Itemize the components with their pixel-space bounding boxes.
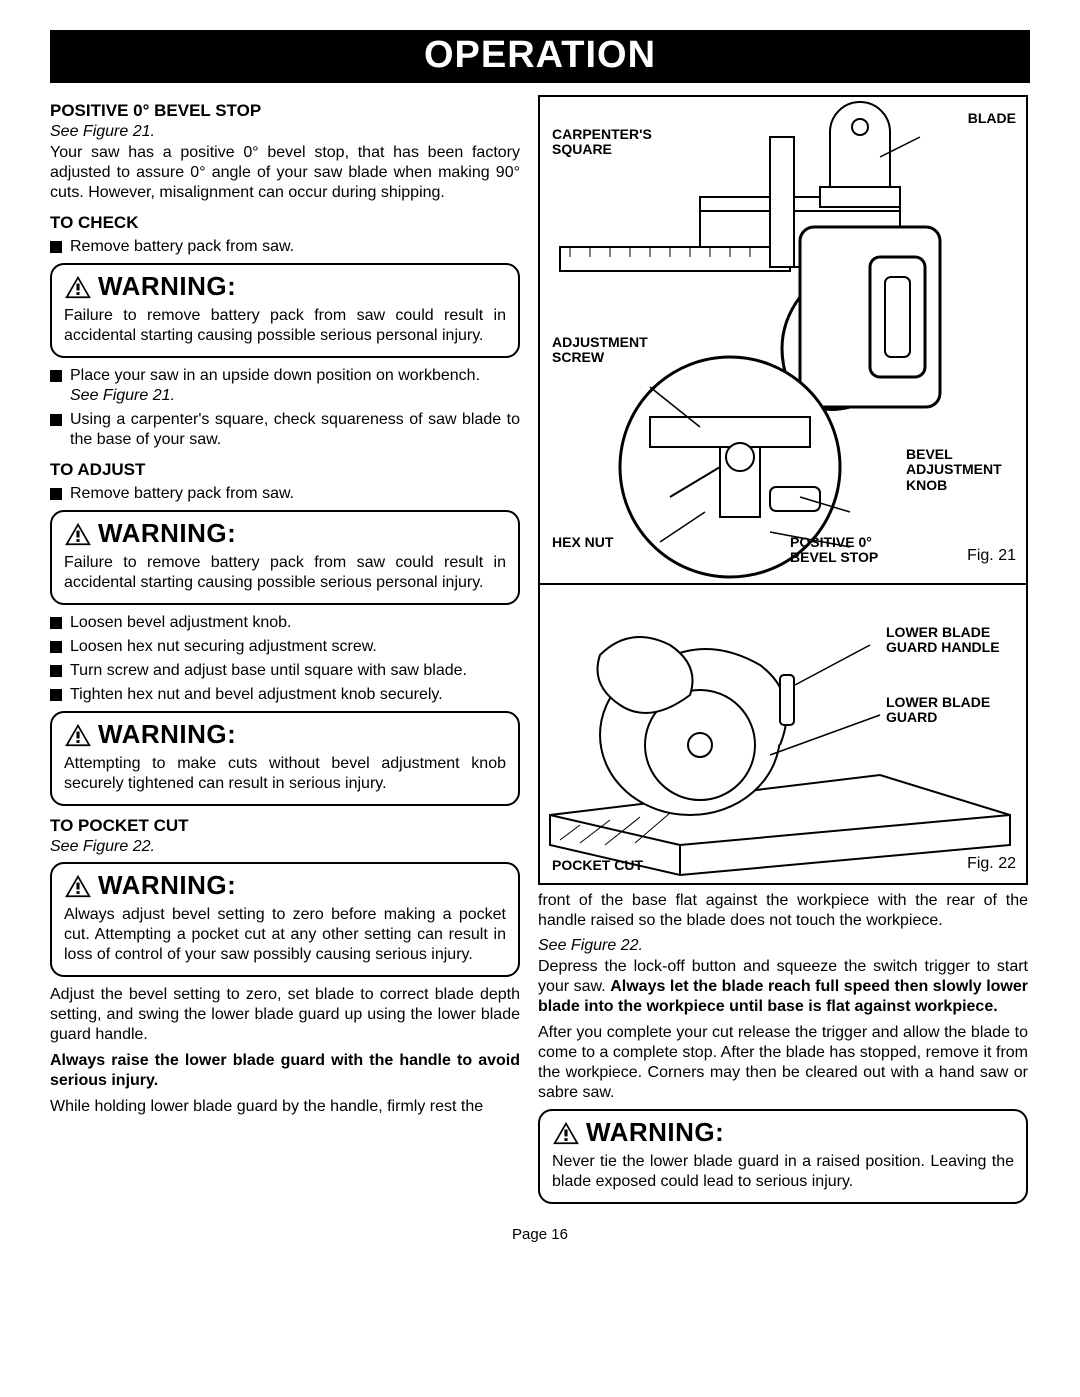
warning-body: Attempting to make cuts without bevel ad… bbox=[64, 754, 506, 794]
see-fig-21: See Figure 21. bbox=[50, 123, 520, 141]
label-pocket-cut: POCKET CUT bbox=[552, 858, 643, 873]
heading-to-adjust: TO ADJUST bbox=[50, 460, 520, 480]
bullet-square-icon bbox=[50, 689, 62, 701]
label-carpenters-square: CARPENTER'S SQUARE bbox=[552, 127, 662, 158]
para: Depress the lock-off button and squeeze … bbox=[538, 957, 1028, 1017]
figure-21: CARPENTER'S SQUARE BLADE ADJUSTMENT SCRE… bbox=[538, 95, 1028, 585]
warning-body: Never tie the lower blade guard in a rai… bbox=[552, 1152, 1014, 1192]
bullet-item: Using a carpenter's square, check square… bbox=[50, 410, 520, 450]
fig-21-caption: Fig. 21 bbox=[967, 547, 1016, 565]
para-bold: Always raise the lower blade guard with … bbox=[50, 1051, 520, 1091]
bullet-text: Loosen bevel adjustment knob. bbox=[70, 613, 520, 633]
warning-title: WARNING: bbox=[98, 518, 236, 549]
label-pos-stop: POSITIVE 0° BEVEL STOP bbox=[790, 535, 900, 566]
right-column: CARPENTER'S SQUARE BLADE ADJUSTMENT SCRE… bbox=[538, 95, 1028, 1212]
warning-icon bbox=[64, 874, 92, 898]
label-bevel-knob: BEVEL ADJUSTMENT KNOB bbox=[906, 447, 1016, 493]
bullet-item: Remove battery pack from saw. bbox=[50, 237, 520, 257]
fig-22-caption: Fig. 22 bbox=[967, 855, 1016, 873]
warning-body: Failure to remove battery pack from saw … bbox=[64, 553, 506, 593]
bullet-text: Loosen hex nut securing adjustment screw… bbox=[70, 637, 520, 657]
section-banner: OPERATION bbox=[50, 30, 1030, 83]
warning-box-4: WARNING: Always adjust bevel setting to … bbox=[50, 862, 520, 977]
bullet-item: Remove battery pack from saw. bbox=[50, 484, 520, 504]
bullet-text: Turn screw and adjust base until square … bbox=[70, 661, 520, 681]
warning-icon bbox=[64, 522, 92, 546]
warning-icon bbox=[64, 275, 92, 299]
bullet-item: Tighten hex nut and bevel adjustment kno… bbox=[50, 685, 520, 705]
bullet-item: Loosen hex nut securing adjustment screw… bbox=[50, 637, 520, 657]
bullet-item: Loosen bevel adjustment knob. bbox=[50, 613, 520, 633]
bullet-text: Using a carpenter's square, check square… bbox=[70, 410, 520, 450]
label-guard-handle: LOWER BLADE GUARD HANDLE bbox=[886, 625, 1016, 656]
page-number: Page 16 bbox=[50, 1226, 1030, 1243]
warning-box-5: WARNING: Never tie the lower blade guard… bbox=[538, 1109, 1028, 1204]
warning-title: WARNING: bbox=[98, 719, 236, 750]
bullet-text: Remove battery pack from saw. bbox=[70, 237, 520, 257]
warning-box-1: WARNING: Failure to remove battery pack … bbox=[50, 263, 520, 358]
bullet-text: Remove battery pack from saw. bbox=[70, 484, 520, 504]
bullet-square-icon bbox=[50, 641, 62, 653]
warning-icon bbox=[64, 723, 92, 747]
label-adj-screw: ADJUSTMENT SCREW bbox=[552, 335, 662, 366]
figure-22: LOWER BLADE GUARD HANDLE LOWER BLADE GUA… bbox=[538, 585, 1028, 885]
bullet-square-icon bbox=[50, 488, 62, 500]
bullet-square-icon bbox=[50, 414, 62, 426]
para: front of the base flat against the workp… bbox=[538, 891, 1028, 931]
bullet-square-icon bbox=[50, 241, 62, 253]
label-hex-nut: HEX NUT bbox=[552, 535, 613, 550]
bullet-square-icon bbox=[50, 665, 62, 677]
label-lower-guard: LOWER BLADE GUARD bbox=[886, 695, 1016, 726]
warning-icon bbox=[552, 1121, 580, 1145]
warning-title: WARNING: bbox=[98, 271, 236, 302]
para: While holding lower blade guard by the h… bbox=[50, 1097, 520, 1117]
warning-title: WARNING: bbox=[98, 870, 236, 901]
bullet-text: Tighten hex nut and bevel adjustment kno… bbox=[70, 685, 520, 705]
warning-box-3: WARNING: Attempting to make cuts without… bbox=[50, 711, 520, 806]
label-blade: BLADE bbox=[968, 111, 1016, 126]
warning-box-2: WARNING: Failure to remove battery pack … bbox=[50, 510, 520, 605]
bullet-item: Place your saw in an upside down positio… bbox=[50, 366, 520, 406]
heading-bevel-stop: POSITIVE 0° BEVEL STOP bbox=[50, 101, 520, 121]
para-intro: Your saw has a positive 0° bevel stop, t… bbox=[50, 143, 520, 203]
heading-to-check: TO CHECK bbox=[50, 213, 520, 233]
para: After you complete your cut release the … bbox=[538, 1023, 1028, 1103]
para: Adjust the bevel setting to zero, set bl… bbox=[50, 985, 520, 1045]
warning-title: WARNING: bbox=[586, 1117, 724, 1148]
warning-body: Always adjust bevel setting to zero befo… bbox=[64, 905, 506, 965]
left-column: POSITIVE 0° BEVEL STOP See Figure 21. Yo… bbox=[50, 95, 520, 1212]
bullet-text: Place your saw in an upside down positio… bbox=[70, 366, 520, 406]
see-fig-22: See Figure 22. bbox=[50, 838, 520, 856]
bullet-item: Turn screw and adjust base until square … bbox=[50, 661, 520, 681]
bullet-square-icon bbox=[50, 370, 62, 382]
heading-pocket-cut: TO POCKET CUT bbox=[50, 816, 520, 836]
bullet-square-icon bbox=[50, 617, 62, 629]
warning-body: Failure to remove battery pack from saw … bbox=[64, 306, 506, 346]
see-fig-22-r: See Figure 22. bbox=[538, 937, 1028, 955]
